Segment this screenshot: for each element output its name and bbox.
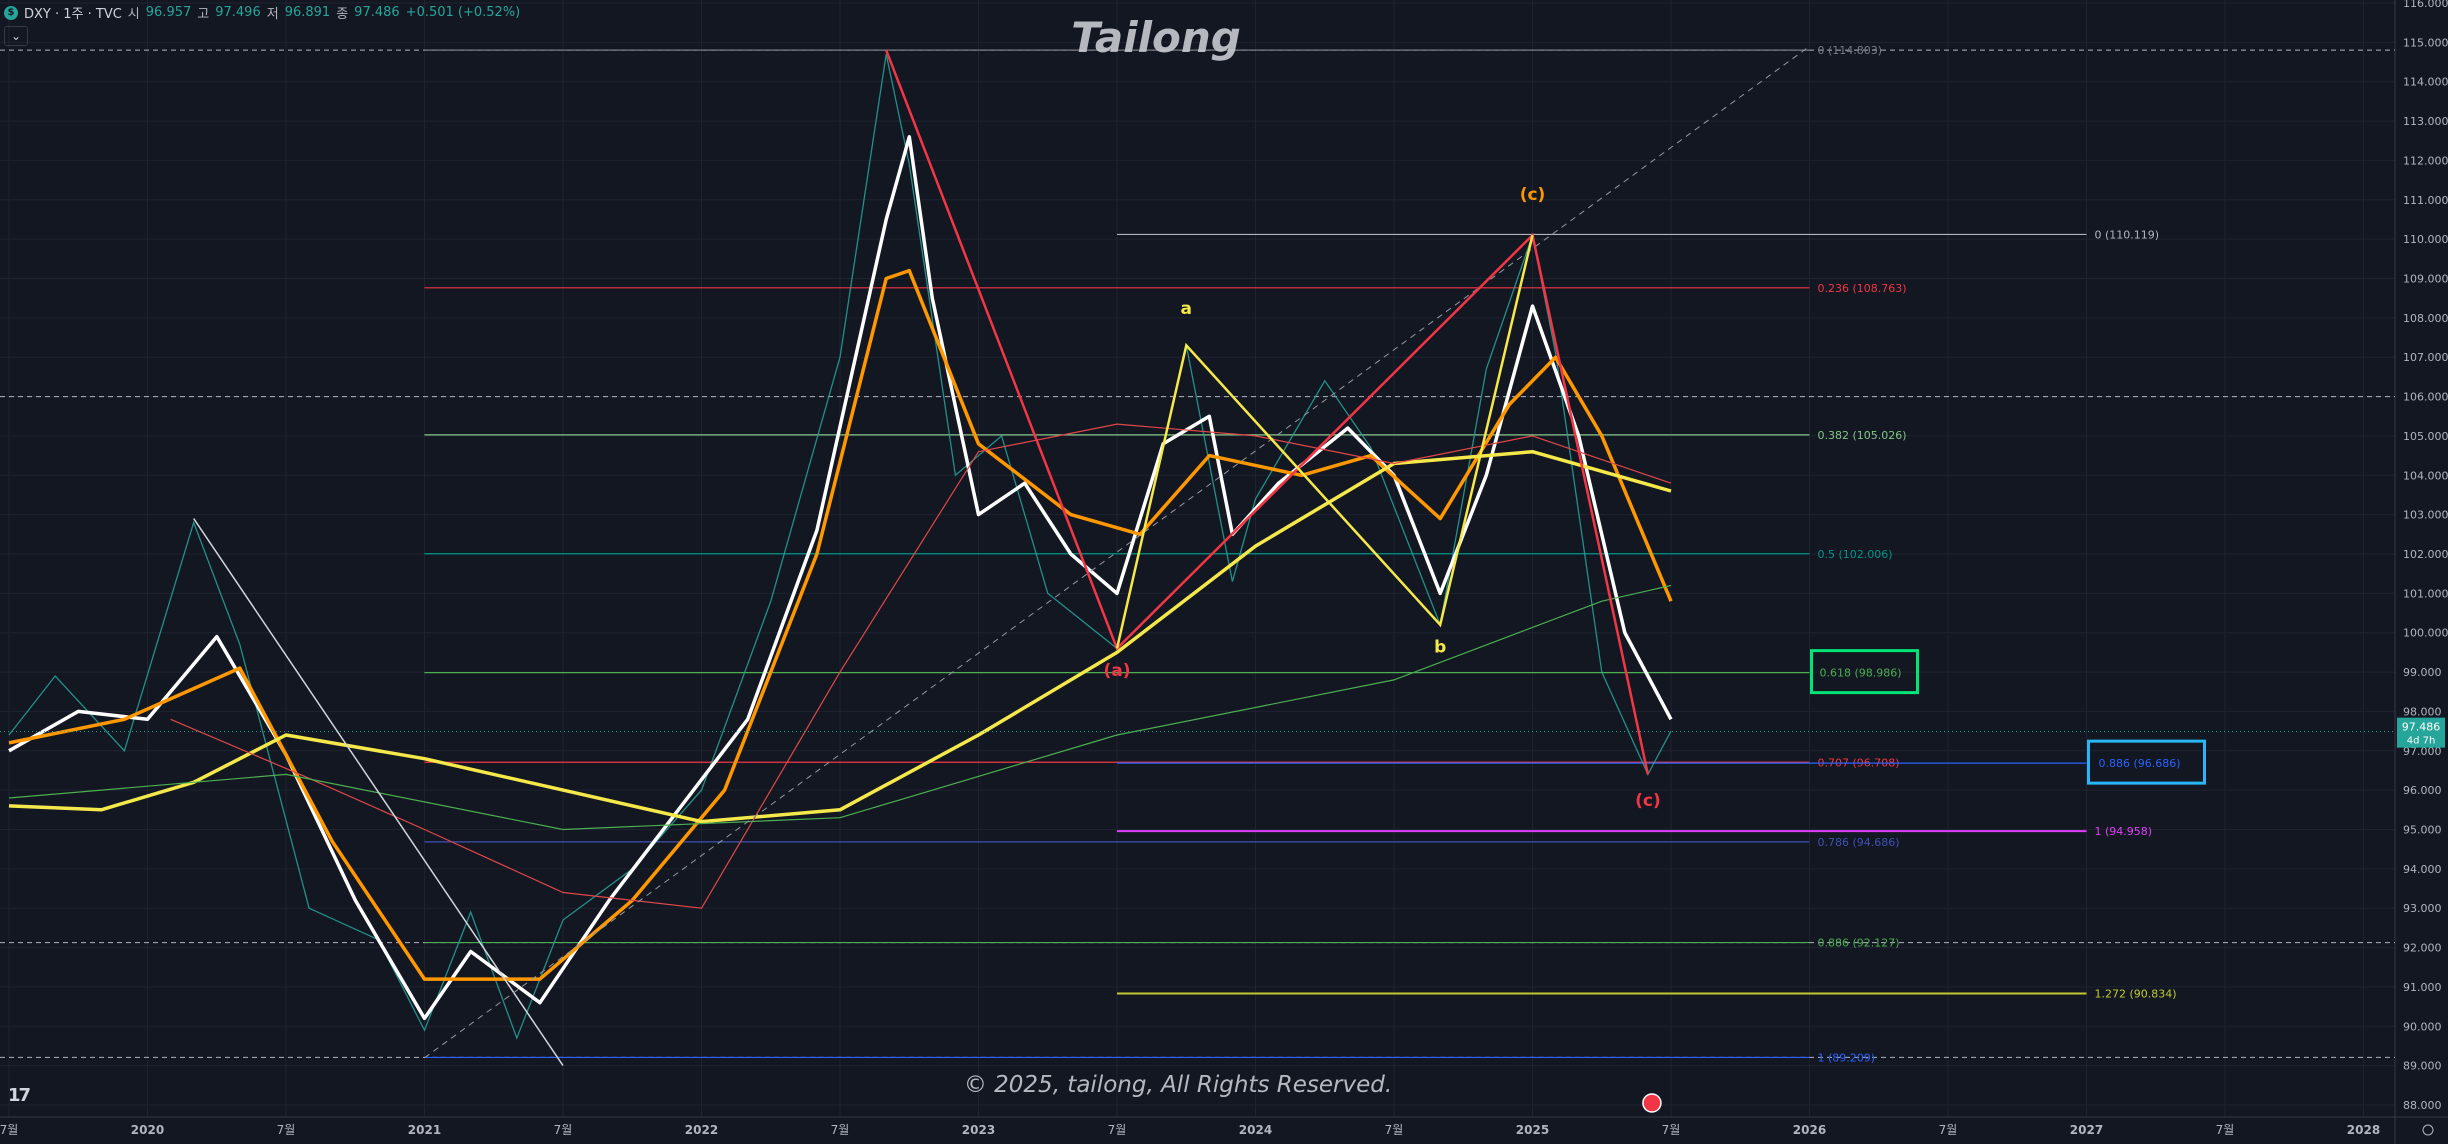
high-value: 97.496 — [215, 5, 261, 20]
y-tick-label: 103.000 — [2403, 509, 2448, 522]
close-value: 97.486 — [354, 5, 400, 20]
x-tick-label: 7월 — [1662, 1123, 1681, 1137]
y-tick-label: 90.000 — [2403, 1020, 2442, 1033]
open-label: 시 — [127, 7, 140, 22]
symbol-name[interactable]: DXY · 1주 · TVC — [24, 7, 122, 22]
watermark-title: Tailong — [1071, 13, 1241, 62]
y-tick-label: 97.000 — [2403, 745, 2442, 758]
y-tick-label: 94.000 — [2403, 863, 2442, 876]
x-tick-label: 7월 — [1939, 1123, 1958, 1137]
moving-average-line — [170, 423, 1672, 909]
y-tick-label: 99.000 — [2403, 666, 2442, 679]
chevron-down-icon: ⌄ — [10, 29, 22, 43]
last-price-value: 97.486 — [2402, 721, 2441, 734]
x-tick-label: 7월 — [1385, 1123, 1404, 1137]
fib-level-label: 0.236 (108.763) — [1818, 282, 1907, 295]
x-tick-label: 2028 — [2347, 1123, 2380, 1137]
x-tick-label: 7월 — [1108, 1123, 1127, 1137]
moving-average-line — [8, 268, 1673, 981]
y-tick-label: 96.000 — [2403, 784, 2442, 797]
y-tick-label: 89.000 — [2403, 1060, 2442, 1073]
wave-label: (a) — [1103, 661, 1130, 681]
x-tick-label: 2025 — [1516, 1123, 1549, 1137]
wave-label: a — [1181, 299, 1192, 319]
fib-level-label: 0.618 (98.986) — [1820, 667, 1902, 680]
y-tick-label: 106.000 — [2403, 391, 2448, 404]
low-label: 저 — [266, 7, 279, 22]
fib-level-label: 1 (94.958) — [2095, 825, 2153, 838]
x-tick-label: 2021 — [408, 1123, 441, 1137]
fib-level-label: 0.886 (96.686) — [2099, 757, 2181, 770]
copyright-text: © 2025, tailong, All Rights Reserved. — [964, 1072, 1392, 1098]
x-tick-label: 2026 — [1793, 1123, 1826, 1137]
y-tick-label: 107.000 — [2403, 351, 2448, 364]
tradingview-logo[interactable]: 17 — [8, 1085, 31, 1106]
close-label: 종 — [336, 7, 349, 22]
y-tick-label: 109.000 — [2403, 273, 2448, 286]
y-tick-label: 100.000 — [2403, 627, 2448, 640]
bar-countdown: 4d 7h — [2407, 736, 2436, 747]
moving-average-line — [8, 135, 1673, 1021]
y-tick-label: 91.000 — [2403, 981, 2442, 994]
wave-line — [1115, 234, 1534, 649]
symbol-header: $ DXY · 1주 · TVC 시 96.957 고 97.496 저 96.891… — [4, 3, 520, 22]
y-tick-label: 104.000 — [2403, 469, 2448, 482]
y-tick-label: 116.000 — [2403, 0, 2448, 10]
x-tick-label: 2024 — [1239, 1123, 1272, 1137]
y-tick-label: 115.000 — [2403, 36, 2448, 49]
highlight-box — [2087, 739, 2206, 785]
highlight-box — [1810, 649, 1919, 695]
x-tick-label: 2022 — [685, 1123, 718, 1137]
y-tick-label: 111.000 — [2403, 194, 2448, 207]
x-tick-label: 7월 — [277, 1123, 296, 1137]
x-tick-label: 2020 — [131, 1123, 164, 1137]
trend-line — [193, 518, 564, 1067]
moving-average-line — [8, 449, 1672, 824]
x-tick-label: 2023 — [962, 1123, 995, 1137]
last-price-badge — [2397, 717, 2445, 748]
wave-label: b — [1434, 637, 1446, 657]
wave-label: (c) — [1520, 185, 1546, 205]
fib-level-label: 0 (114.803) — [1818, 44, 1883, 57]
y-tick-label: 105.000 — [2403, 430, 2448, 443]
y-tick-label: 88.000 — [2403, 1099, 2442, 1112]
y-tick-label: 108.000 — [2403, 312, 2448, 325]
y-tick-label: 114.000 — [2403, 76, 2448, 89]
fib-level-label: 1.272 (90.834) — [2095, 987, 2177, 1000]
wave-label: (c) — [1635, 791, 1661, 811]
fib-level-label: 0.382 (105.026) — [1818, 429, 1907, 442]
price-candles — [8, 54, 1672, 1040]
y-tick-label: 93.000 — [2403, 902, 2442, 915]
fib-level-label: 0.886 (92.127) — [1818, 937, 1900, 950]
fib-level-label: 0.5 (102.006) — [1818, 548, 1893, 561]
y-tick-label: 98.000 — [2403, 705, 2442, 718]
y-tick-label: 95.000 — [2403, 824, 2442, 837]
x-tick-label: 7월 — [831, 1123, 850, 1137]
wave-line — [885, 49, 1650, 775]
y-tick-label: 112.000 — [2403, 154, 2448, 167]
settings-icon — [2422, 1124, 2434, 1136]
fib-level-label: 0 (110.119) — [2095, 228, 2160, 241]
fib-level-label: 1 (89.209) — [1818, 1051, 1876, 1064]
x-tick-label: 7월 — [554, 1123, 573, 1137]
moving-average-line — [8, 584, 1672, 831]
y-tick-label: 113.000 — [2403, 115, 2448, 128]
y-tick-label: 92.000 — [2403, 942, 2442, 955]
x-tick-label: 7월 — [0, 1123, 18, 1137]
y-tick-label: 101.000 — [2403, 587, 2448, 600]
open-value: 96.957 — [145, 5, 192, 20]
event-flag-icon — [1642, 1093, 1662, 1113]
dollar-icon: $ — [4, 5, 18, 20]
y-tick-label: 110.000 — [2403, 233, 2448, 246]
x-tick-label: 2027 — [2070, 1123, 2103, 1137]
y-tick-label: 102.000 — [2403, 548, 2448, 561]
collapse-legend-button[interactable]: ⌄ — [4, 26, 28, 46]
change-value: +0.501 (+0.52%) — [405, 5, 521, 20]
low-value: 96.891 — [284, 5, 331, 20]
fib-level-label: 0.786 (94.686) — [1818, 836, 1900, 849]
high-label: 고 — [197, 7, 210, 22]
x-tick-label: 7월 — [2216, 1123, 2235, 1137]
